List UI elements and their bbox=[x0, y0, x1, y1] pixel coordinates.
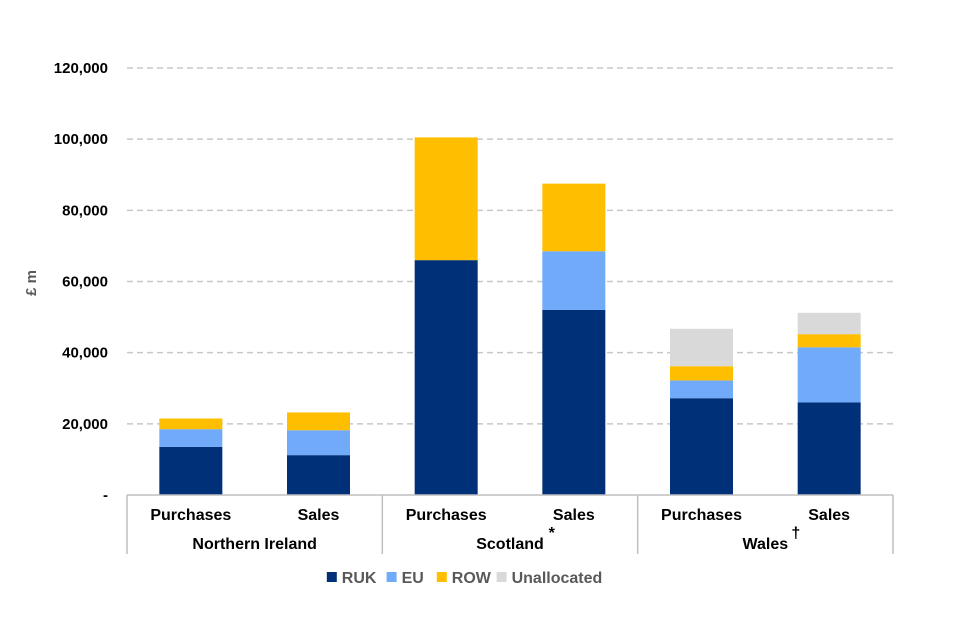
legend-swatch-unallocated bbox=[496, 572, 507, 582]
legend-swatch-eu bbox=[386, 572, 397, 582]
legend-label: ROW bbox=[452, 570, 492, 587]
bar-segment-eu bbox=[797, 347, 861, 403]
bar-segment-ruk bbox=[414, 260, 478, 495]
bar-segment-eu bbox=[670, 380, 733, 399]
y-axis-title: £ m bbox=[23, 270, 40, 296]
bar-segment-ruk bbox=[287, 455, 350, 495]
x-category-label: Sales bbox=[298, 507, 340, 524]
bar-segment-row bbox=[414, 137, 478, 261]
bar-segment-unallocated bbox=[797, 312, 861, 335]
x-category-label: Sales bbox=[553, 507, 595, 524]
bar-segment-eu bbox=[159, 429, 223, 447]
legend-label: Unallocated bbox=[512, 570, 603, 587]
x-category-label: Purchases bbox=[661, 507, 742, 524]
bar-segment-row bbox=[287, 412, 350, 431]
legend-swatch-ruk bbox=[326, 572, 337, 582]
y-tick-label: 100,000 bbox=[54, 131, 108, 148]
bar-segment-row bbox=[542, 183, 606, 252]
group-footnote-marker: † bbox=[791, 525, 800, 542]
bar-segment-eu bbox=[287, 430, 350, 456]
bar-segment-unallocated bbox=[670, 328, 733, 367]
y-tick-label: 120,000 bbox=[54, 60, 108, 77]
x-category-label: Sales bbox=[808, 507, 850, 524]
bar-segment-row bbox=[797, 334, 861, 348]
axes: - 20,000 40,000 60,000 80,000 100,000 120,000 P… bbox=[54, 60, 894, 554]
bar-segment-row bbox=[670, 366, 733, 381]
legend-label: EU bbox=[402, 570, 424, 587]
y-tick-label: - bbox=[103, 487, 108, 504]
legend: RUK EU ROW Unallocated bbox=[326, 570, 603, 587]
bar-segment-ruk bbox=[159, 446, 223, 495]
x-category-label: Purchases bbox=[406, 507, 487, 524]
bar-segment-ruk bbox=[797, 402, 861, 495]
group-footnote-marker: * bbox=[549, 525, 556, 542]
y-tick-label: 60,000 bbox=[62, 274, 108, 291]
y-tick-label: 40,000 bbox=[62, 345, 108, 362]
group-label: Scotland bbox=[476, 536, 544, 553]
bar-segment-eu bbox=[542, 251, 606, 310]
y-tick-label: 20,000 bbox=[62, 416, 108, 433]
bars bbox=[159, 137, 861, 495]
legend-label: RUK bbox=[342, 570, 377, 587]
x-category-label: Purchases bbox=[150, 507, 231, 524]
group-label: Northern Ireland bbox=[192, 536, 316, 553]
legend-swatch-row bbox=[436, 572, 447, 582]
group-label: Wales bbox=[743, 536, 789, 553]
bar-segment-ruk bbox=[670, 398, 733, 495]
y-tick-label: 80,000 bbox=[62, 202, 108, 219]
gridlines bbox=[127, 67, 893, 425]
bar-segment-ruk bbox=[542, 309, 606, 495]
bar-segment-row bbox=[159, 418, 223, 430]
